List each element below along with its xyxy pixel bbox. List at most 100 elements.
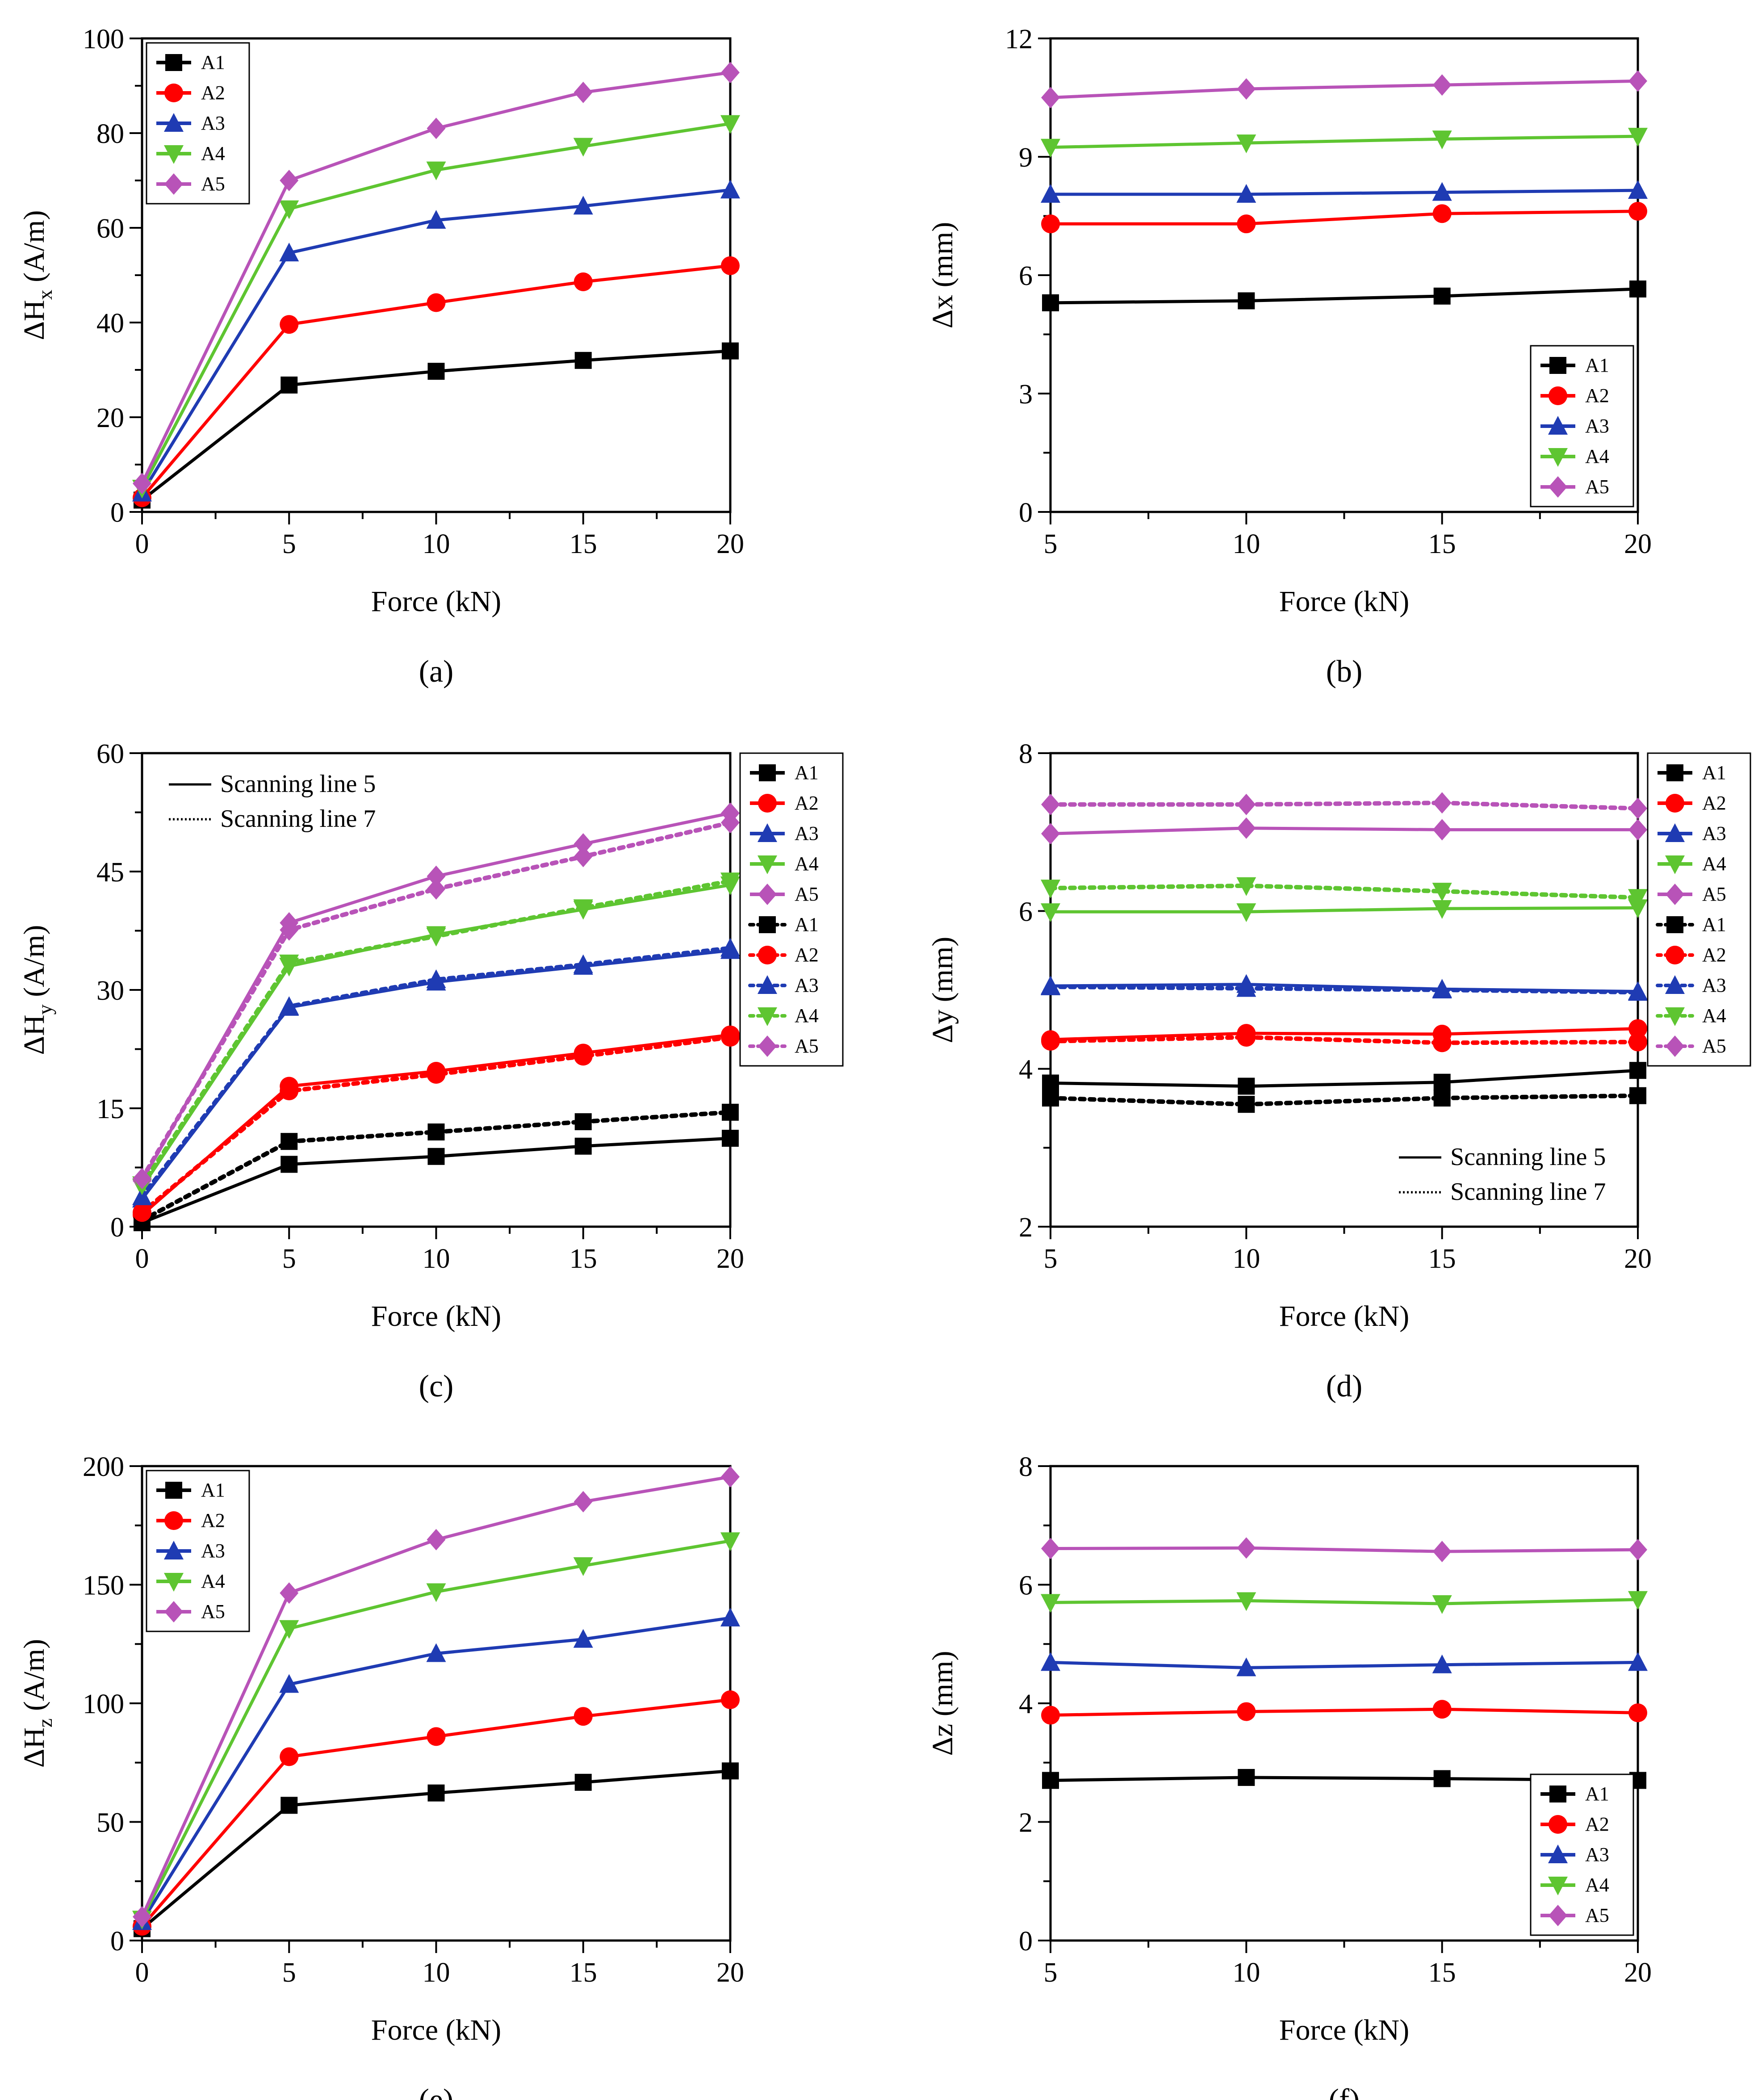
data-point <box>574 1137 592 1155</box>
data-point <box>573 196 593 215</box>
legend-label: A5 <box>1585 1904 1609 1926</box>
data-point <box>720 1532 740 1551</box>
y-tick-label: 6 <box>1019 261 1033 291</box>
series-A3-solid <box>1041 1652 1648 1677</box>
series-A2-solid <box>133 1690 740 1936</box>
x-tick-label: 20 <box>716 529 744 559</box>
x-tick-label: 15 <box>569 529 597 559</box>
x-axis-label: Force (kN) <box>371 585 501 618</box>
data-point <box>1628 180 1648 199</box>
data-point <box>1041 793 1060 815</box>
x-tick-label: 0 <box>135 1244 149 1274</box>
y-label-unit: (A/m) <box>18 1639 50 1719</box>
data-point <box>1236 903 1256 922</box>
y-label-subscript: y <box>33 1004 56 1014</box>
data-point <box>1042 1090 1059 1107</box>
legend-label: A3 <box>795 822 819 844</box>
y-tick-label: 80 <box>96 119 124 149</box>
series-line <box>1050 1707 1638 1717</box>
legend-label: A1 <box>201 1479 225 1501</box>
data-point <box>1432 980 1452 998</box>
y-axis-label: Δx (mm) <box>926 222 959 329</box>
y-tick-label: 4 <box>1019 1689 1033 1719</box>
y-label-unit: (A/m) <box>18 925 50 1005</box>
data-point <box>721 812 740 834</box>
x-tick-label: 5 <box>282 1957 296 1988</box>
data-point <box>1041 1031 1060 1051</box>
y-tick-label: 0 <box>1019 1926 1033 1957</box>
legend-label: A3 <box>201 1540 225 1562</box>
y-label-subscript: z <box>33 1719 56 1727</box>
legend-marker <box>1666 916 1683 933</box>
legend-marker <box>759 764 776 781</box>
series-line <box>1051 189 1638 196</box>
data-point <box>280 1582 299 1604</box>
series-line <box>1050 134 1638 149</box>
data-point <box>1433 1770 1451 1787</box>
series-A3-solid <box>1041 180 1648 203</box>
series-line <box>1050 1598 1638 1605</box>
series-A1-solid <box>1042 280 1646 311</box>
series-A3-dotted <box>132 938 740 1205</box>
data-point <box>1236 134 1256 154</box>
data-point <box>133 473 151 495</box>
legend-box <box>739 752 844 1067</box>
data-point <box>720 180 740 199</box>
series-A2-solid <box>1041 201 1647 234</box>
legend-marker <box>165 54 182 71</box>
series-line <box>1048 883 1640 900</box>
legend-marker <box>758 855 777 874</box>
data-point <box>1238 1096 1255 1113</box>
legend-marker <box>1665 855 1685 874</box>
y-axis-label: ΔHy (A/m) <box>18 925 56 1055</box>
legend-marker <box>758 1035 777 1057</box>
legend-marker <box>1549 386 1567 405</box>
panel-c: 0 5 10 15 20 0 15 30 45 60 Force (kN) ΔHy (A/m) (c) A… <box>18 739 844 1404</box>
legend-marker <box>758 975 777 994</box>
legend-label: A2 <box>795 944 819 966</box>
data-point <box>1041 1652 1060 1671</box>
data-point <box>427 1123 445 1140</box>
series-A3-solid <box>132 1607 740 1930</box>
x-tick-label: 20 <box>716 1244 744 1274</box>
data-point <box>426 1643 446 1662</box>
data-point <box>1432 204 1452 223</box>
style-legend-label: Scanning line 7 <box>220 805 376 833</box>
data-point <box>1628 128 1648 147</box>
data-point <box>427 117 446 139</box>
legend-label: A1 <box>1702 762 1726 784</box>
series-A5-solid <box>1041 70 1647 109</box>
legend-label: A1 <box>795 762 819 784</box>
data-point <box>427 1784 445 1802</box>
y-tick-label: 0 <box>110 1212 124 1243</box>
data-point <box>1041 1594 1060 1613</box>
data-point <box>573 954 593 973</box>
legend: A1 A2 A3 A4 A5 A1 A2 A3 A4 A5 <box>1647 752 1751 1067</box>
legend-marker <box>1666 764 1683 781</box>
y-label-main: Δx (mm) <box>926 222 959 329</box>
legend-marker <box>165 1482 182 1499</box>
series-A4-dotted <box>1041 877 1648 908</box>
x-tick-label: 0 <box>135 1957 149 1988</box>
legend-marker <box>1549 476 1567 498</box>
legend-marker <box>758 823 777 842</box>
series-A1-solid <box>1042 1062 1646 1095</box>
data-point <box>573 899 593 918</box>
legend-label: A1 <box>201 51 225 73</box>
data-point <box>1041 976 1060 995</box>
legend: A1 A2 A3 A4 A5 <box>1530 1773 1634 1936</box>
data-point <box>1628 1652 1648 1671</box>
data-point <box>1432 1700 1452 1719</box>
data-point <box>1628 1703 1647 1723</box>
y-label-subscript: x <box>33 289 56 300</box>
data-point <box>1238 1077 1255 1095</box>
legend-label: A5 <box>795 883 819 905</box>
data-point <box>1237 78 1256 100</box>
data-point <box>1432 819 1452 841</box>
data-point <box>426 1583 446 1602</box>
data-point <box>279 1674 299 1693</box>
data-point <box>1041 138 1060 158</box>
data-point <box>427 1065 446 1084</box>
data-point <box>280 1797 298 1814</box>
